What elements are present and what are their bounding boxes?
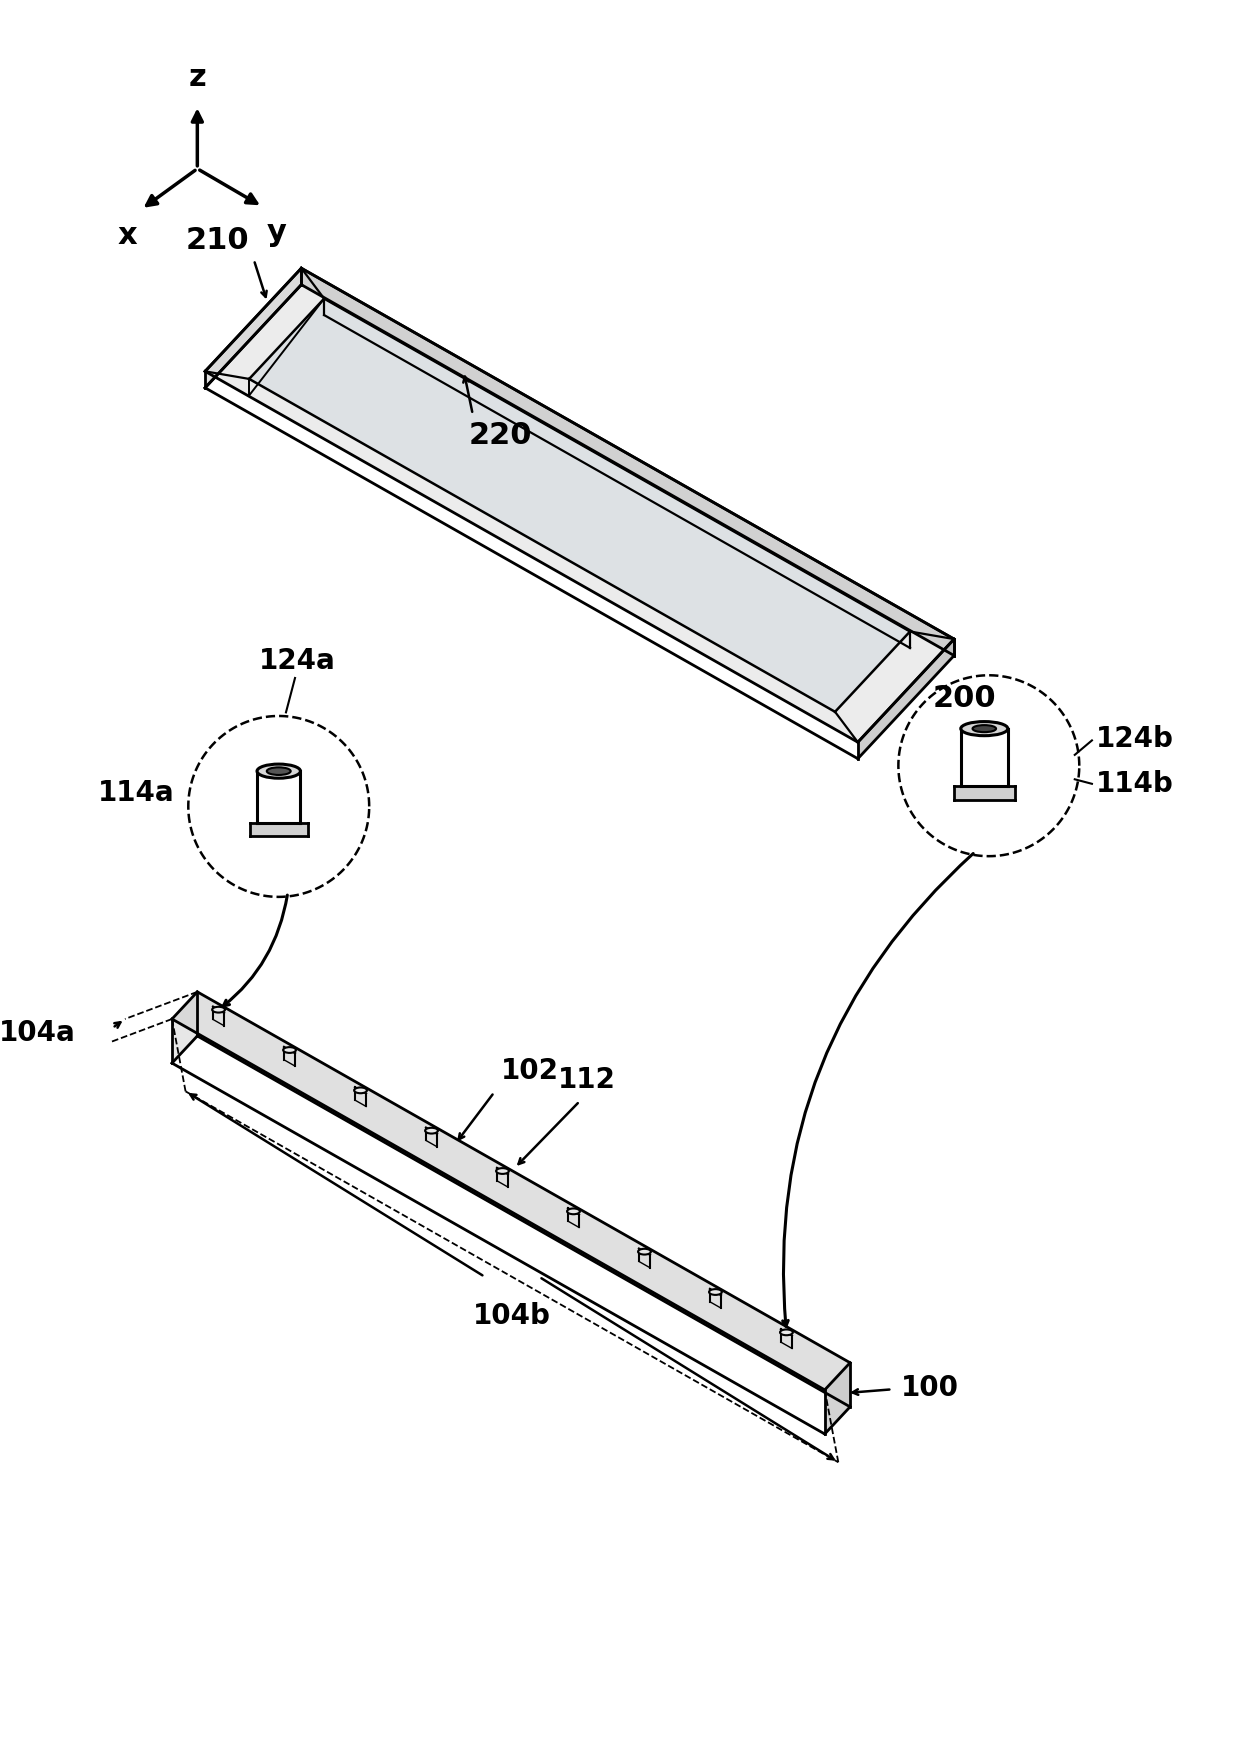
Text: 220: 220 <box>469 421 532 449</box>
Polygon shape <box>205 268 301 388</box>
Ellipse shape <box>283 1047 296 1054</box>
Polygon shape <box>825 1362 851 1434</box>
Text: 114a: 114a <box>98 779 175 807</box>
Text: 102: 102 <box>501 1057 558 1085</box>
Text: x: x <box>118 222 138 250</box>
Polygon shape <box>172 992 851 1390</box>
Ellipse shape <box>567 1209 580 1214</box>
Text: 124a: 124a <box>258 647 335 675</box>
Text: 124b: 124b <box>1096 724 1173 752</box>
Polygon shape <box>205 268 954 742</box>
Ellipse shape <box>639 1249 651 1255</box>
Ellipse shape <box>355 1087 367 1092</box>
Polygon shape <box>249 298 910 712</box>
Polygon shape <box>172 992 197 1062</box>
Polygon shape <box>858 640 954 759</box>
Text: 104b: 104b <box>472 1302 551 1330</box>
Text: 114b: 114b <box>1096 770 1173 798</box>
Ellipse shape <box>257 765 300 779</box>
Polygon shape <box>301 268 954 655</box>
Ellipse shape <box>425 1128 438 1133</box>
Text: 104a: 104a <box>0 1018 76 1047</box>
Text: y: y <box>267 218 286 247</box>
Text: 200: 200 <box>934 684 997 714</box>
Ellipse shape <box>972 726 996 733</box>
Ellipse shape <box>267 768 290 775</box>
Ellipse shape <box>709 1290 722 1295</box>
Polygon shape <box>249 823 308 837</box>
Text: 100: 100 <box>901 1374 960 1403</box>
Text: z: z <box>188 63 206 92</box>
Ellipse shape <box>496 1168 508 1173</box>
Text: 112: 112 <box>558 1066 616 1094</box>
Polygon shape <box>954 786 1016 800</box>
Ellipse shape <box>212 1006 224 1013</box>
Ellipse shape <box>961 722 1008 737</box>
Ellipse shape <box>780 1330 792 1336</box>
Polygon shape <box>197 992 851 1406</box>
Text: 210: 210 <box>186 226 249 255</box>
